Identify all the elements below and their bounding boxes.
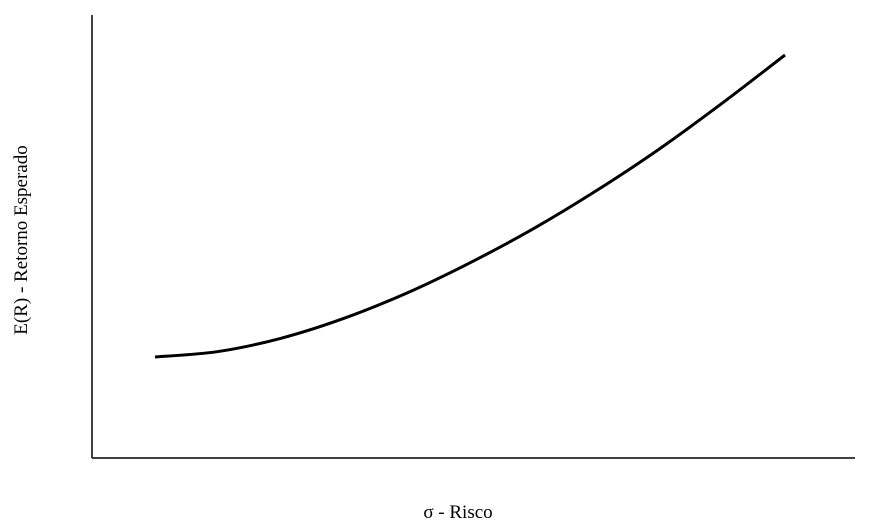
series-line xyxy=(154,53,786,359)
x-axis-label: σ - Risco xyxy=(423,502,492,523)
y-axis-label: E(R) - Retorno Esperado xyxy=(11,145,32,334)
axes xyxy=(91,15,855,459)
